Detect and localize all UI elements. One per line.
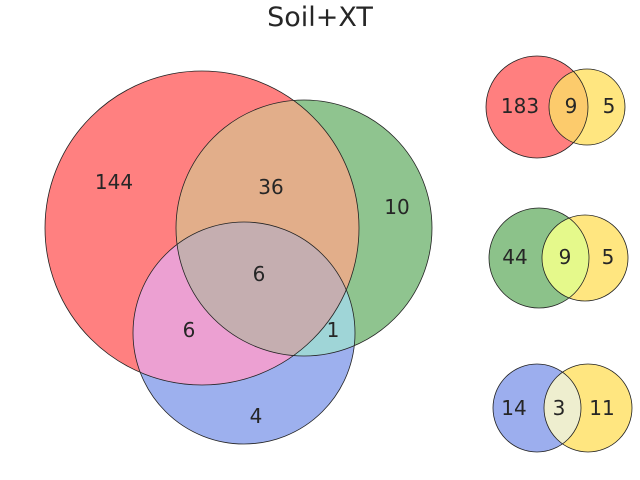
venn2-bottom-label-ab: 3	[553, 396, 566, 420]
venn2-bottom-outline-b	[543, 363, 633, 453]
venn3-label-c-only: 4	[250, 404, 263, 428]
venn3-label-b-only: 10	[384, 195, 409, 219]
venn2-top-label-a-only: 183	[501, 94, 539, 118]
venn2-top: 183 9 5	[485, 55, 626, 159]
venn3-label-abc: 6	[253, 262, 266, 286]
venn3-outline-a	[44, 70, 360, 386]
venn2-top-label-ab: 9	[565, 94, 578, 118]
venn3-label-a-only: 144	[95, 170, 133, 194]
venn3-label-bc: 1	[327, 318, 340, 342]
venn2-top-outline-b	[548, 68, 626, 146]
venn3-label-ac: 6	[183, 318, 196, 342]
venn2-bottom-label-b-only: 11	[589, 396, 614, 420]
venn2-bottom: 14 3 11	[492, 363, 633, 453]
chart-title: Soil+XT	[267, 2, 373, 33]
venn2-top-label-b-only: 5	[603, 94, 616, 118]
venn3-region-abc	[176, 222, 355, 356]
venn2-bottom-region-ab	[544, 364, 581, 452]
venn3-main: 144 36 10 6 6 1 4	[44, 70, 433, 445]
venn2-middle-region-ab	[542, 215, 589, 301]
venn2-top-outline-a	[485, 55, 589, 159]
venn2-middle-label-ab: 9	[559, 245, 572, 269]
venn2-middle-label-a-only: 44	[502, 245, 527, 269]
venn2-middle-label-b-only: 5	[602, 245, 615, 269]
venn2-middle: 44 9 5	[488, 207, 629, 309]
venn3-label-ab: 36	[258, 175, 283, 199]
venn2-middle-outline-b	[541, 214, 629, 302]
venn2-bottom-label-a-only: 14	[501, 396, 526, 420]
venn2-middle-outline-a	[488, 207, 590, 309]
venn3-outline-c	[132, 221, 356, 445]
venn3-outline-b	[175, 99, 433, 357]
venn2-bottom-outline-a	[492, 363, 582, 453]
venn2-top-region-ab	[549, 69, 588, 145]
